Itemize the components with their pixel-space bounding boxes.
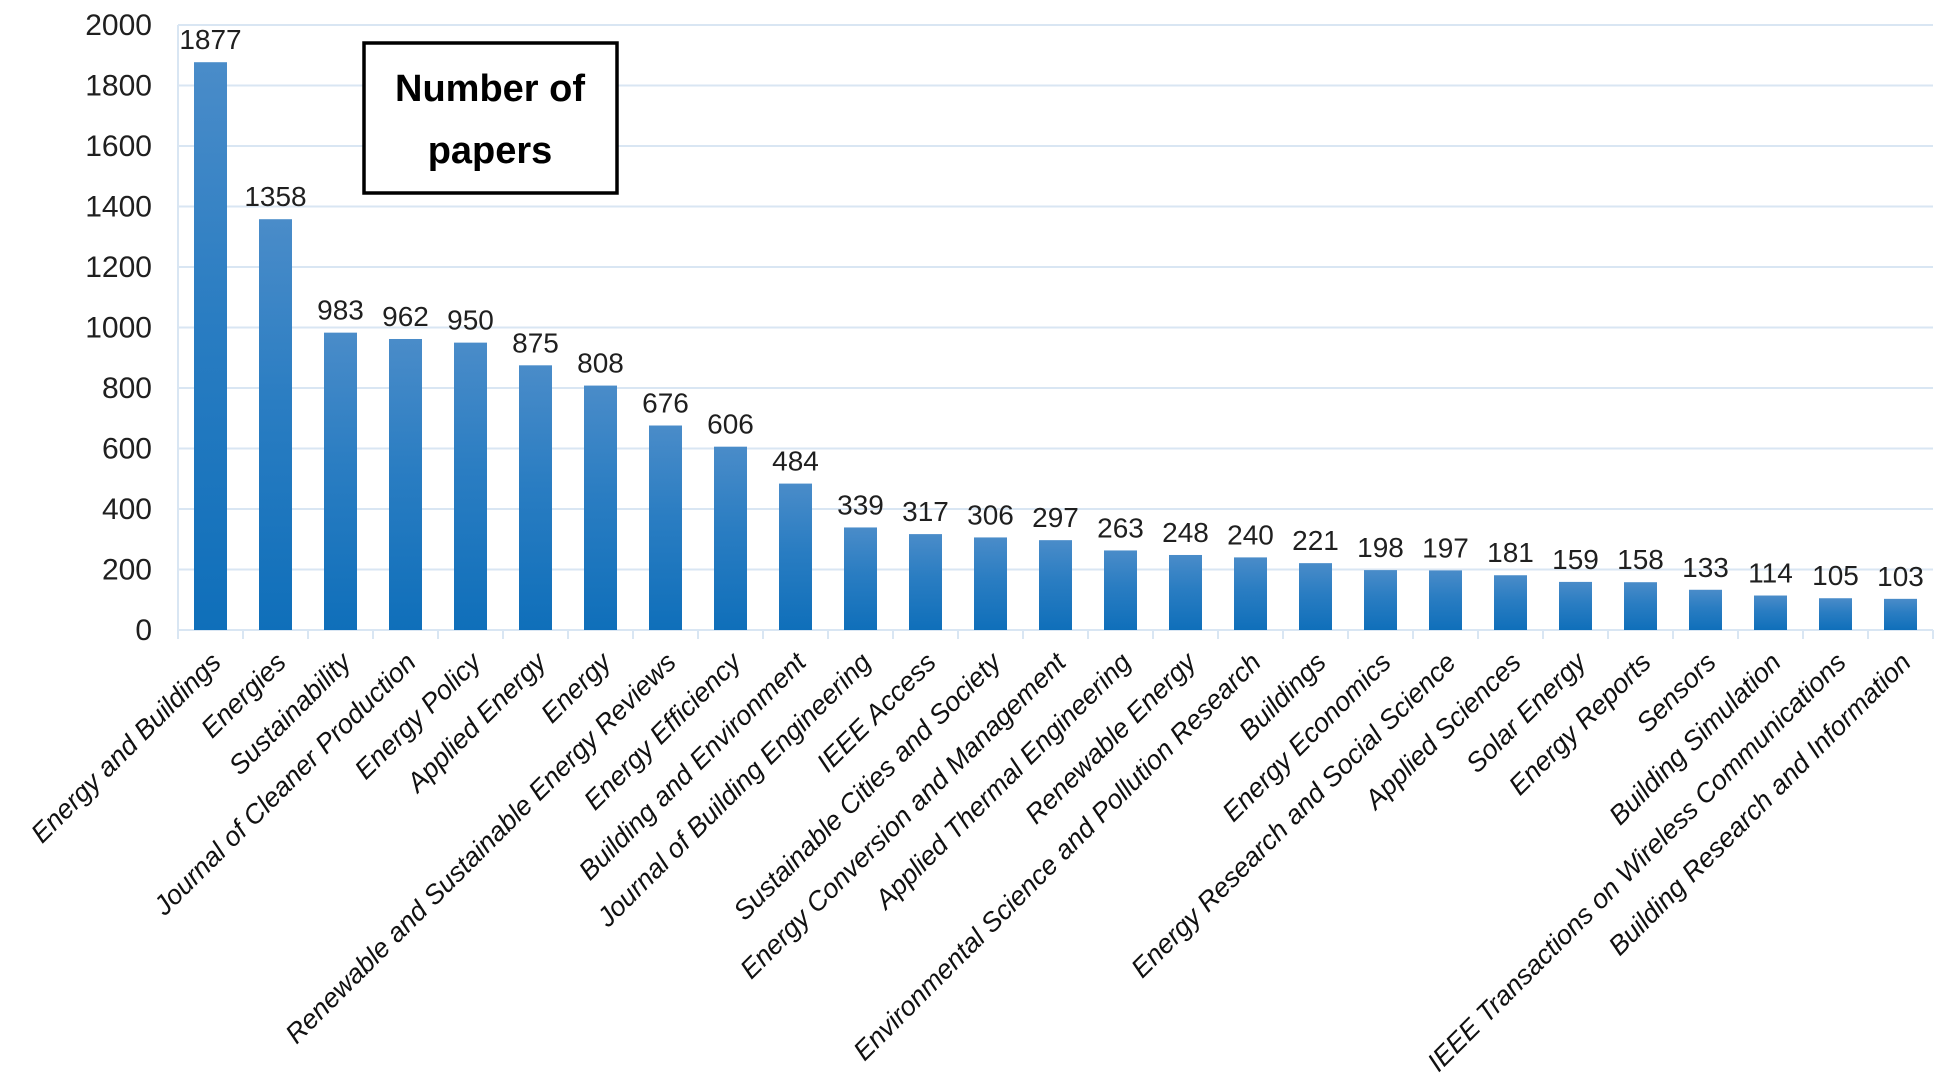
- bar-value-label: 875: [512, 327, 559, 358]
- bar: [1624, 582, 1657, 630]
- bar: [909, 534, 942, 630]
- bar: [519, 365, 552, 630]
- bar-value-label: 198: [1357, 532, 1404, 563]
- bar-value-label: 181: [1487, 537, 1534, 568]
- bar: [779, 483, 812, 630]
- grid-layer: 0 200 400 600 800 1000 1200 1400 1600 1800 2000: [85, 9, 1934, 647]
- y-tick-label: 200: [102, 554, 152, 587]
- bar-value-label: 339: [837, 489, 884, 520]
- category-axis-layer: Energy and BuildingsEnergiesSustainabili…: [25, 646, 1917, 1077]
- bar: [974, 537, 1007, 630]
- bar: [389, 338, 422, 630]
- bar-value-label: 197: [1422, 532, 1469, 563]
- bar-value-label: 297: [1032, 502, 1079, 533]
- bar: [584, 385, 617, 630]
- bar: [649, 425, 682, 630]
- bar: [1754, 595, 1787, 630]
- y-tick-label: 0: [135, 614, 152, 647]
- bar: [1169, 554, 1202, 630]
- bar: [844, 527, 877, 630]
- bar-value-label: 306: [967, 499, 1014, 530]
- bar-value-label: 676: [642, 388, 689, 419]
- bar: [714, 446, 747, 630]
- y-tick-label: 2000: [85, 9, 152, 42]
- bar-value-label: 606: [707, 409, 754, 440]
- bar-value-label: 1358: [244, 181, 306, 212]
- bar: [1364, 570, 1397, 630]
- bar: [1689, 589, 1722, 630]
- y-tick-label: 800: [102, 372, 152, 405]
- bar-value-label: 103: [1877, 561, 1924, 592]
- bar: [194, 62, 227, 630]
- bar-value-label: 248: [1162, 517, 1209, 548]
- bar-value-label: 240: [1227, 519, 1274, 550]
- bar: [259, 219, 292, 630]
- category-label: Energy and Buildings: [25, 647, 227, 849]
- y-tick-label: 1800: [85, 70, 152, 103]
- bar-value-label: 105: [1812, 560, 1859, 591]
- chart-title-line-2: papers: [428, 130, 553, 172]
- bar-value-label: 263: [1097, 512, 1144, 543]
- y-tick-label: 1000: [85, 312, 152, 345]
- y-tick-label: 1400: [85, 191, 152, 224]
- bar-value-label: 158: [1617, 544, 1664, 575]
- chart-title-line-1: Number of: [395, 68, 585, 110]
- chart-title-box: Number of papers: [362, 41, 619, 195]
- bar-value-label: 133: [1682, 552, 1729, 583]
- bar-value-label: 114: [1748, 558, 1793, 589]
- bar-value-label: 808: [577, 348, 624, 379]
- bar: [1429, 570, 1462, 630]
- bar-value-label: 950: [447, 305, 494, 336]
- y-tick-label: 1200: [85, 251, 152, 284]
- bar-value-label: 159: [1552, 544, 1599, 575]
- bar: [454, 342, 487, 630]
- y-tick-label: 600: [102, 433, 152, 466]
- bar: [1104, 550, 1137, 630]
- bar-value-label: 983: [317, 295, 364, 326]
- bar-value-label: 484: [772, 446, 819, 477]
- bar: [1299, 563, 1332, 630]
- bar-value-label: 317: [902, 496, 949, 527]
- bar: [1494, 575, 1527, 630]
- bar: [1234, 557, 1267, 630]
- bar: [1819, 598, 1852, 630]
- bar: [324, 332, 357, 630]
- y-tick-label: 1600: [85, 130, 152, 163]
- chart-title-border: [362, 41, 619, 195]
- bar-value-label: 221: [1292, 525, 1339, 556]
- bars-layer: 1877 1358 983 962 950 875 808 676 606 484 339 317 30…: [179, 24, 1924, 630]
- bar: [1039, 540, 1072, 630]
- bar-value-label: 1877: [179, 24, 241, 55]
- bar-value-label: 962: [382, 301, 429, 332]
- bar: [1884, 598, 1917, 630]
- y-tick-label: 400: [102, 493, 152, 526]
- bar: [1559, 581, 1592, 630]
